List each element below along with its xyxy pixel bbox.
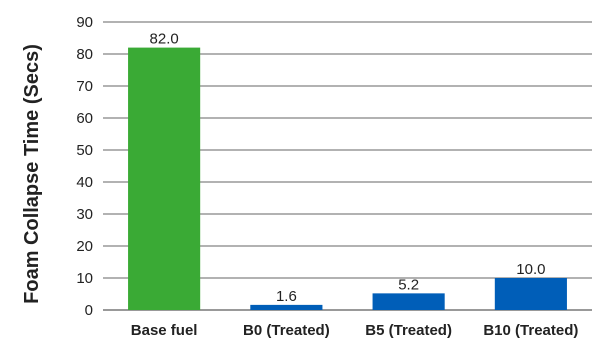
bar bbox=[128, 47, 201, 310]
bars bbox=[128, 47, 567, 310]
data-label: 1.6 bbox=[276, 288, 297, 305]
y-tick-label: 20 bbox=[76, 238, 93, 255]
y-tick-label: 10 bbox=[76, 270, 93, 287]
y-axis-title: Foam Collapse Time (Secs) bbox=[21, 44, 43, 304]
bar bbox=[494, 278, 567, 310]
y-tick-labels: 0 10 20 30 40 50 60 70 80 90 bbox=[76, 14, 93, 319]
y-tick-label: 40 bbox=[76, 174, 93, 191]
category-labels: Base fuel B0 (Treated) B5 (Treated) B10 (Tr… bbox=[131, 322, 579, 339]
category-label: Base fuel bbox=[131, 322, 198, 339]
bar bbox=[250, 304, 323, 310]
y-tick-label: 90 bbox=[76, 14, 93, 31]
data-label: 82.0 bbox=[150, 31, 179, 48]
y-tick-label: 50 bbox=[76, 142, 93, 159]
bar bbox=[372, 293, 445, 310]
data-label: 5.2 bbox=[398, 276, 419, 293]
data-labels: 82.0 1.6 5.2 10.0 bbox=[150, 31, 546, 305]
category-label: B5 (Treated) bbox=[365, 322, 452, 339]
y-tick-label: 70 bbox=[76, 78, 93, 95]
y-tick-label: 60 bbox=[76, 110, 93, 127]
category-label: B0 (Treated) bbox=[243, 322, 330, 339]
y-tick-label: 30 bbox=[76, 206, 93, 223]
data-label: 10.0 bbox=[516, 261, 545, 278]
y-tick-label: 0 bbox=[85, 302, 93, 319]
y-tick-label: 80 bbox=[76, 46, 93, 63]
category-label: B10 (Treated) bbox=[483, 322, 578, 339]
